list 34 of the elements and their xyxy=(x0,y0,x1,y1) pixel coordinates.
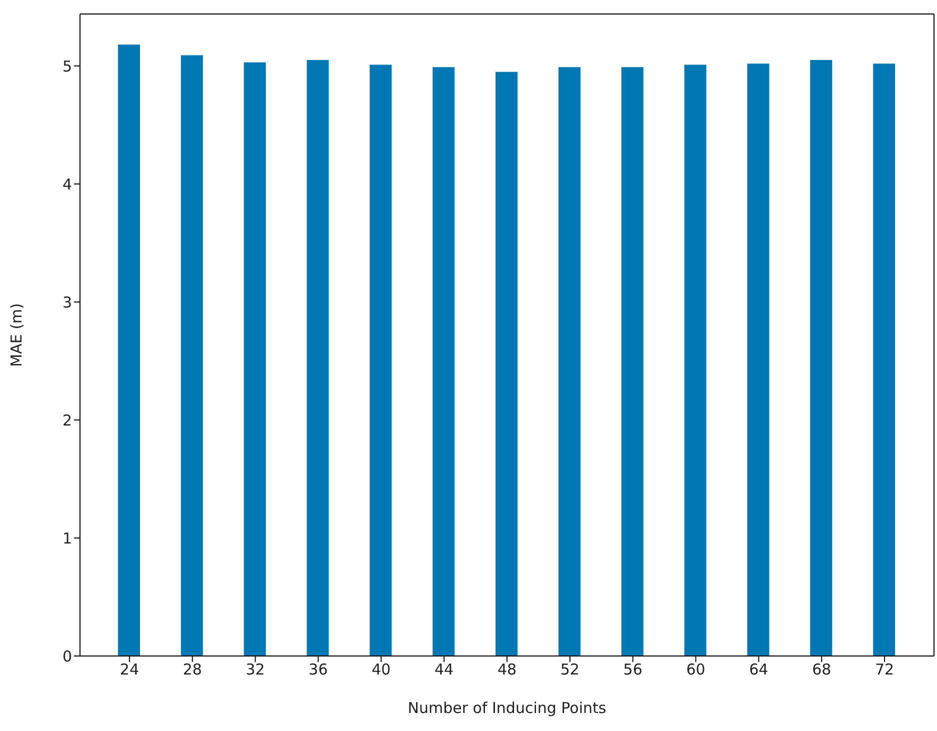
x-tick-label: 52 xyxy=(560,660,580,679)
x-tick-label: 64 xyxy=(749,660,768,679)
x-tick-label: 32 xyxy=(246,660,265,679)
y-axis-title: MAE (m) xyxy=(7,303,26,367)
bar xyxy=(496,72,518,656)
x-tick-label: 56 xyxy=(623,660,642,679)
y-tick-label: 5 xyxy=(62,57,72,76)
y-tick-label: 4 xyxy=(62,175,72,194)
bar xyxy=(873,64,896,656)
bar xyxy=(558,67,580,656)
bar xyxy=(747,64,770,656)
x-tick-label: 72 xyxy=(874,660,894,679)
x-axis-title: Number of Inducing Points xyxy=(408,699,606,717)
bar xyxy=(621,67,644,656)
bar xyxy=(118,44,140,656)
bar xyxy=(810,60,832,656)
x-tick-label: 36 xyxy=(308,660,328,679)
bar xyxy=(244,62,266,656)
bar xyxy=(306,60,329,656)
x-tick-label: 44 xyxy=(434,660,454,679)
x-tick-label: 28 xyxy=(182,660,202,679)
y-tick-label: 1 xyxy=(62,529,72,548)
x-tick-label: 40 xyxy=(372,660,391,679)
y-tick-label: 3 xyxy=(62,293,72,312)
bar xyxy=(370,64,392,656)
x-tick-label: 60 xyxy=(686,660,706,679)
x-tick-label: 48 xyxy=(497,660,517,679)
x-tick-label: 24 xyxy=(120,660,140,679)
x-tick-label: 68 xyxy=(812,660,832,679)
bar xyxy=(432,67,455,656)
bar xyxy=(180,55,203,656)
bar xyxy=(684,64,706,656)
y-tick-label: 2 xyxy=(62,411,72,430)
y-tick-label: 0 xyxy=(62,647,72,666)
